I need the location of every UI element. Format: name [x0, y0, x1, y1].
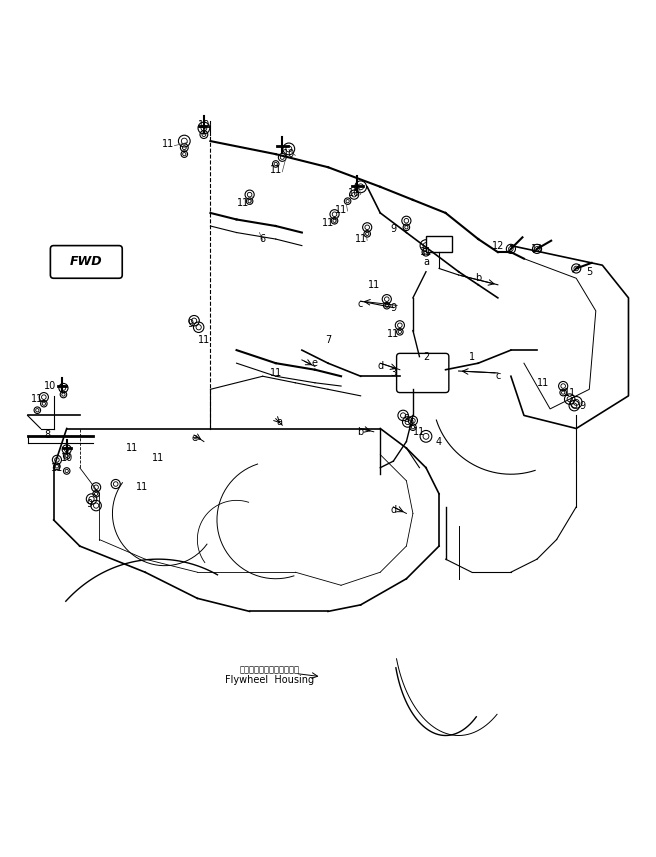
Text: b: b — [475, 273, 482, 284]
Text: 4: 4 — [436, 436, 442, 446]
Text: 11: 11 — [387, 329, 400, 339]
Text: 11: 11 — [136, 482, 148, 492]
Text: フライホイールハウジング: フライホイールハウジング — [239, 666, 299, 674]
Text: 12: 12 — [491, 241, 504, 250]
Text: 11: 11 — [126, 443, 138, 453]
Text: 11: 11 — [413, 427, 426, 437]
Text: 9: 9 — [390, 303, 396, 313]
Text: 11: 11 — [152, 452, 164, 463]
Text: FWD: FWD — [70, 255, 102, 268]
Text: 11: 11 — [367, 279, 380, 290]
Text: 11: 11 — [322, 218, 334, 228]
Text: 8: 8 — [44, 430, 50, 440]
FancyBboxPatch shape — [397, 353, 449, 393]
FancyBboxPatch shape — [51, 246, 122, 279]
Text: d: d — [377, 362, 383, 371]
Text: a: a — [276, 417, 282, 427]
Bar — [426, 236, 452, 252]
Text: a: a — [423, 257, 429, 267]
Text: 9: 9 — [188, 319, 194, 329]
Text: e: e — [191, 434, 197, 443]
Text: Flywheel  Housing: Flywheel Housing — [224, 675, 314, 685]
Text: d: d — [390, 505, 396, 515]
Text: b: b — [358, 427, 364, 437]
Text: c: c — [495, 371, 501, 381]
Text: 11: 11 — [354, 234, 367, 244]
Text: 11: 11 — [564, 387, 576, 398]
Text: 11: 11 — [51, 463, 63, 473]
Text: 9: 9 — [403, 414, 409, 423]
Text: 5: 5 — [586, 267, 592, 277]
Text: 10: 10 — [60, 452, 73, 463]
Text: 6: 6 — [260, 234, 266, 244]
Text: 10: 10 — [197, 120, 210, 129]
Text: 9: 9 — [580, 400, 586, 411]
Text: 7: 7 — [325, 335, 331, 345]
Text: 11: 11 — [335, 205, 347, 214]
Text: c: c — [358, 299, 363, 309]
Text: 11: 11 — [420, 247, 432, 257]
Text: 11: 11 — [162, 140, 174, 149]
Text: 2: 2 — [423, 351, 429, 362]
Text: e: e — [312, 358, 318, 369]
Text: 11: 11 — [31, 394, 43, 405]
Text: 11: 11 — [270, 368, 282, 378]
Text: 11: 11 — [537, 378, 550, 387]
Text: 11: 11 — [237, 198, 249, 208]
Text: 1: 1 — [468, 351, 475, 362]
Text: 10: 10 — [348, 189, 360, 198]
Text: 11: 11 — [270, 165, 282, 176]
Text: 10: 10 — [283, 149, 295, 159]
Text: 9: 9 — [390, 225, 396, 234]
Text: 11: 11 — [197, 335, 210, 345]
Text: 3: 3 — [390, 368, 396, 378]
Text: 9: 9 — [87, 499, 92, 508]
Text: 13: 13 — [531, 244, 543, 254]
Text: 10: 10 — [44, 381, 56, 391]
